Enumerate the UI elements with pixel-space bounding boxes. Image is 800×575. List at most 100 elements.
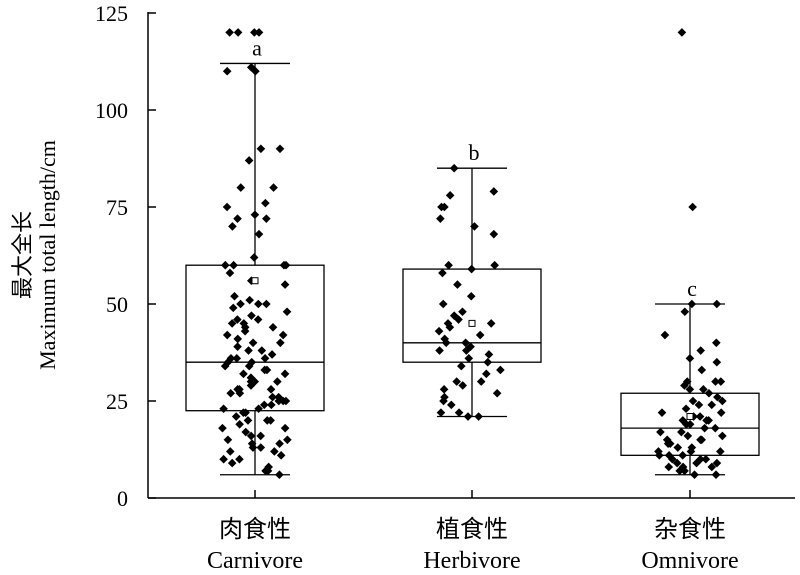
- data-point: [280, 280, 290, 289]
- data-point: [223, 435, 233, 445]
- data-point: [243, 416, 253, 425]
- data-point: [675, 466, 685, 476]
- data-point: [439, 385, 449, 394]
- data-point: [228, 222, 237, 231]
- data-point: [690, 470, 699, 480]
- data-point: [445, 322, 455, 332]
- data-point: [688, 202, 697, 212]
- data-point: [275, 439, 284, 448]
- data-point: [466, 291, 476, 301]
- box-groups: a 肉食性 Carnivore b 植食性 Herbivore c 杂食性 Omnivore: [185, 28, 760, 574]
- data-point: [249, 253, 259, 262]
- data-point: [227, 458, 237, 468]
- category-label-en: Carnivore: [207, 548, 303, 574]
- data-point: [443, 319, 453, 328]
- data-point: [267, 400, 276, 410]
- data-point: [260, 354, 270, 363]
- data-point: [672, 458, 682, 468]
- data-point: [233, 214, 242, 223]
- data-point: [236, 183, 246, 192]
- x-ticks: [254, 490, 691, 498]
- data-point: [269, 183, 278, 192]
- data-point: [470, 222, 479, 231]
- data-point: [688, 396, 698, 406]
- data-point: [441, 338, 451, 348]
- y-axis-label-cn: 最大全长: [10, 211, 35, 299]
- data-point: [677, 28, 687, 37]
- data-point: [222, 330, 232, 340]
- y-ticks: 0 25 50 75 100 125: [95, 1, 156, 511]
- data-point: [253, 315, 263, 324]
- data-point: [664, 462, 674, 472]
- data-point: [686, 447, 696, 456]
- data-point: [244, 156, 254, 165]
- data-point: [445, 191, 455, 200]
- y-tick-label: 50: [106, 292, 128, 317]
- data-point: [219, 404, 228, 414]
- data-point: [274, 396, 284, 406]
- data-point: [280, 369, 290, 379]
- group-omnivore: c 杂食性 Omnivore: [620, 28, 760, 574]
- data-point: [458, 307, 467, 317]
- data-point: [718, 431, 727, 441]
- significance-letter: b: [469, 140, 480, 165]
- data-point: [713, 392, 722, 402]
- data-point: [268, 322, 278, 332]
- data-point: [711, 470, 721, 480]
- data-point: [656, 427, 665, 437]
- data-point: [463, 412, 473, 421]
- data-point: [275, 470, 284, 480]
- data-point: [248, 443, 258, 452]
- data-point: [704, 416, 713, 425]
- data-point: [282, 307, 292, 317]
- data-point: [222, 202, 232, 212]
- data-point: [247, 357, 257, 367]
- data-point: [446, 400, 456, 410]
- data-point: [247, 377, 257, 386]
- data-point: [489, 229, 499, 239]
- data-point: [226, 388, 236, 398]
- data-point: [694, 400, 704, 410]
- data-point: [248, 338, 258, 348]
- data-point: [695, 412, 705, 421]
- data-point: [244, 346, 253, 355]
- data-point: [453, 280, 462, 289]
- data-point: [239, 369, 248, 379]
- data-point: [221, 260, 230, 270]
- data-point: [235, 454, 244, 464]
- data-point: [233, 334, 243, 344]
- data-point: [229, 260, 238, 270]
- data-point: [712, 357, 722, 367]
- data-point: [466, 342, 475, 351]
- data-point: [482, 369, 491, 379]
- data-point: [227, 319, 237, 328]
- y-axis-label-en: Maximum total length/cm: [35, 140, 60, 370]
- data-point: [456, 361, 466, 371]
- data-point: [233, 342, 242, 351]
- data-point: [239, 319, 249, 328]
- data-point: [677, 427, 686, 437]
- data-point: [275, 144, 285, 154]
- data-point: [655, 451, 664, 460]
- data-point: [230, 291, 239, 301]
- y-tick-label: 25: [106, 389, 128, 414]
- data-point: [219, 454, 228, 464]
- data-point: [268, 392, 277, 402]
- data-point: [225, 447, 235, 456]
- data-point: [707, 400, 717, 410]
- data-point: [683, 431, 693, 441]
- data-point: [657, 408, 667, 417]
- x-axis: [148, 490, 795, 499]
- y-tick-label: 75: [106, 195, 128, 220]
- data-point: [440, 392, 449, 402]
- data-point: [483, 357, 493, 367]
- data-point: [281, 260, 291, 270]
- data-point: [266, 416, 275, 425]
- data-point: [278, 330, 288, 340]
- data-point: [256, 431, 265, 441]
- data-point: [276, 338, 285, 348]
- data-point: [678, 451, 687, 460]
- data-point: [235, 388, 245, 398]
- data-point: [233, 315, 242, 324]
- data-point: [682, 419, 691, 429]
